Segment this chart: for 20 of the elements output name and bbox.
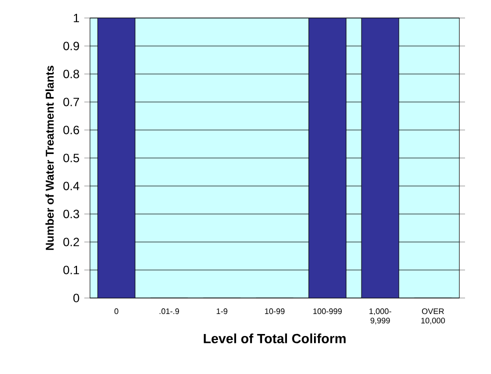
- y-tick-label: 0.5: [63, 154, 80, 162]
- x-axis-title: Level of Total Coliform: [204, 334, 346, 344]
- y-tick-label: 0.8: [63, 70, 80, 78]
- y-tick-label: 0.7: [63, 98, 79, 106]
- x-tick-label: OVER 10,000: [421, 308, 445, 324]
- y-tick-label: 0.9: [63, 42, 80, 50]
- y-tick-label: 0.6: [63, 126, 80, 134]
- y-tick-label: 0.3: [63, 210, 80, 218]
- y-tick-label: 1: [74, 14, 80, 22]
- x-tick-label: 1-9: [216, 308, 228, 314]
- x-tick-label: 100-999: [313, 308, 342, 314]
- y-tick-label: 0: [73, 294, 80, 302]
- y-tick-label: 0.4: [63, 182, 80, 190]
- x-tick-label: 10-99: [265, 308, 285, 314]
- y-axis-title: Number of Water Treatment Plants: [45, 66, 54, 250]
- y-tick-label: 0.2: [63, 238, 79, 246]
- x-tick-label: .01-.9: [160, 308, 179, 314]
- x-tick-label: 1,000-9,999: [369, 308, 392, 324]
- x-tick-label: 0: [114, 308, 118, 314]
- y-tick-label: 0.1: [63, 266, 80, 274]
